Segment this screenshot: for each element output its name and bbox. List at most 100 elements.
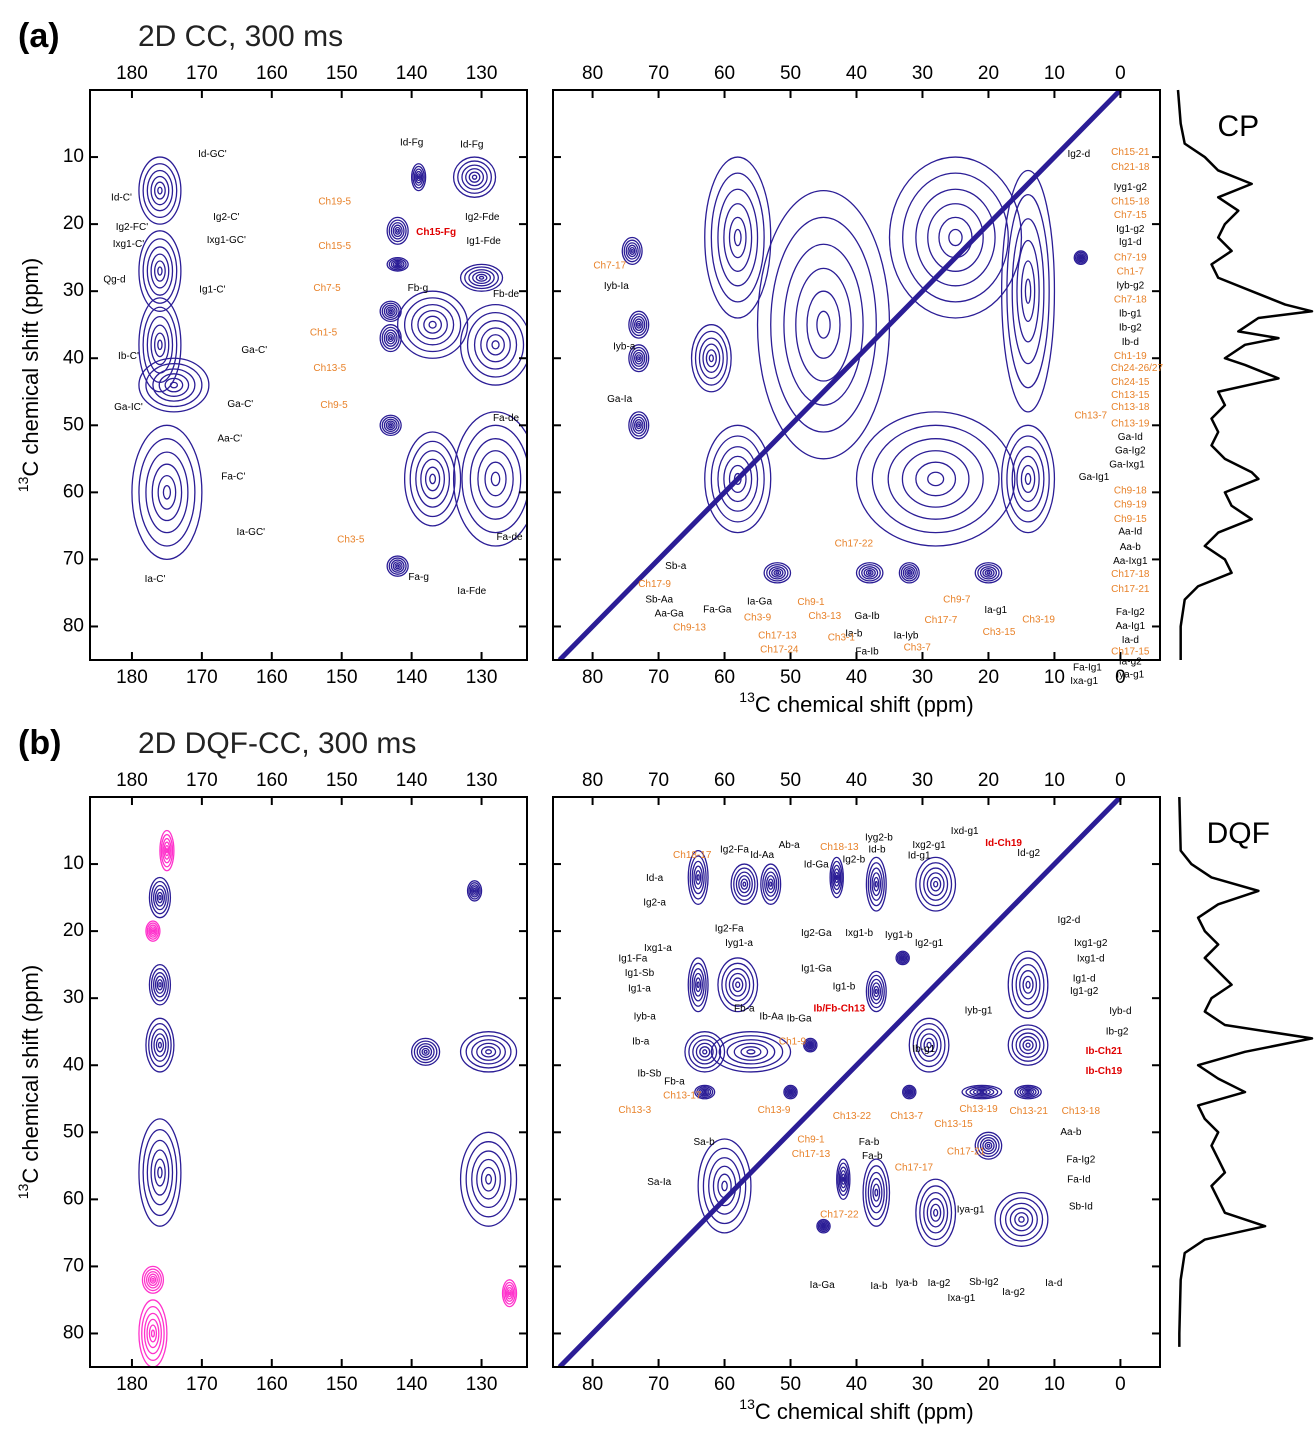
x-tick-label: 80: [582, 770, 603, 791]
contour: [468, 881, 482, 901]
contour: [698, 1139, 751, 1233]
contour: [866, 570, 873, 575]
contour: [491, 472, 499, 485]
contour: [817, 311, 830, 338]
x-tick-label: 170: [186, 667, 218, 688]
peak-label: Ia-d: [1122, 635, 1139, 646]
peak-label: Sb-Ig2: [969, 1277, 999, 1288]
x-tick-label: 10: [1044, 667, 1065, 688]
contour: [931, 877, 941, 890]
x-tick-label: 160: [256, 63, 288, 84]
page: (a) 2D CC, 300 ms (b) 2D DQF-CC, 300 ms …: [0, 0, 1315, 1435]
contour: [388, 335, 393, 342]
peak-label: Fa-Ga: [703, 604, 732, 615]
x-tick-label: 130: [466, 770, 498, 791]
contour: [696, 331, 728, 385]
peak-label: Iyb-Ia: [604, 281, 629, 292]
contour: [724, 204, 752, 272]
contour: [426, 467, 440, 490]
peak-label: Ch3-7: [904, 643, 932, 654]
contour: [736, 982, 740, 987]
x-tick-label: 70: [648, 63, 669, 84]
contour: [462, 425, 529, 532]
contour: [405, 298, 461, 352]
x-tick-label: 170: [186, 770, 218, 791]
contour: [908, 572, 910, 574]
x-tick-label: 30: [912, 667, 933, 688]
peak-label: Ig2-Ga: [801, 928, 832, 939]
peak-label: Fa-g: [408, 572, 429, 583]
contour: [395, 227, 400, 234]
peak-label: Id-g1: [908, 851, 931, 862]
x-tick-label: 180: [116, 1374, 148, 1395]
y-tick-label: 60: [63, 1188, 84, 1209]
peak-label: Ib/Fb-Ch13: [814, 1004, 866, 1015]
x-tick-label: 50: [780, 63, 801, 84]
peak-label: Fa-de: [496, 532, 523, 543]
peak-label: Ch9-7: [943, 594, 971, 605]
contour: [1012, 958, 1044, 1012]
peak-label: Fb-g: [408, 283, 429, 294]
peak-label: Ia-d: [1045, 1278, 1062, 1289]
peak-label: Ig2-Fde: [465, 212, 500, 223]
x-tick-label: 60: [714, 667, 735, 688]
peak-label: Ig1-Sb: [625, 968, 655, 979]
peak-label: Id-Fg: [460, 140, 483, 151]
contour: [158, 267, 162, 275]
peak-label: Ch9-5: [320, 400, 348, 411]
peak-label: Ia-g1: [984, 605, 1007, 616]
peak-label: Ch15-18: [1111, 197, 1150, 208]
peak-label: Ch13-19: [959, 1104, 998, 1115]
peak-label: Ch17-7: [925, 615, 958, 626]
contour: [503, 1280, 517, 1307]
contour: [761, 864, 781, 904]
contour: [454, 157, 496, 197]
x-tick-label: 130: [466, 63, 498, 84]
peak-label: Id-Aa: [750, 850, 774, 861]
peak-label: Fb-a: [734, 1004, 755, 1015]
peak-label: Ch7-19: [1114, 252, 1147, 263]
contour: [916, 857, 956, 911]
contour: [741, 879, 748, 889]
peak-label: Ch1-9: [779, 1036, 807, 1047]
contour: [703, 1050, 707, 1054]
peak-label: Fa-Ib: [855, 647, 879, 658]
peak-label: Id-Fg: [400, 138, 423, 149]
peak-label: Ch3-9: [744, 612, 772, 623]
peak-label: Iya-b: [896, 1278, 919, 1289]
contour: [430, 474, 436, 483]
peak-label: Fb-a: [664, 1077, 685, 1088]
peak-label: Id-GC': [198, 149, 227, 160]
peak-label: Ib-Sb: [637, 1069, 661, 1080]
x-tick-label: 70: [648, 770, 669, 791]
peak-label: Ig2-Fa: [720, 845, 749, 856]
contour: [421, 459, 444, 498]
peak-label: Ch9-1: [797, 597, 825, 608]
contour: [1023, 1040, 1033, 1050]
x-tick-label: 150: [326, 1374, 358, 1395]
contour: [390, 337, 392, 340]
y-tick-label: 70: [63, 548, 84, 569]
x-axis-label-text: C chemical shift (ppm): [755, 1399, 974, 1424]
contour: [422, 1048, 429, 1055]
contour: [481, 328, 510, 362]
peak-label: Ga-Ixg1: [1109, 459, 1145, 470]
contour: [688, 958, 708, 1012]
contour: [719, 1036, 782, 1068]
y-axis-label-sup: 13: [15, 476, 31, 492]
contour: [159, 896, 161, 900]
contour: [486, 1050, 492, 1054]
contour: [902, 957, 903, 958]
contour: [1000, 1198, 1042, 1241]
contour: [509, 1292, 510, 1295]
figure: (a) 2D CC, 300 ms (b) 2D DQF-CC, 300 ms …: [0, 0, 1315, 1435]
peak-label: Ch13-3: [618, 1105, 651, 1116]
peak-label: Ch1-5: [310, 327, 338, 338]
contour: [477, 1043, 500, 1060]
contour: [927, 873, 944, 896]
peak-label: Ch17-22: [835, 539, 874, 550]
contour: [139, 439, 195, 546]
x-axis-label-sup: 13: [739, 689, 755, 705]
peak-label: Ch17-18: [1111, 569, 1150, 580]
peak-label: Ig2-a: [643, 898, 666, 909]
